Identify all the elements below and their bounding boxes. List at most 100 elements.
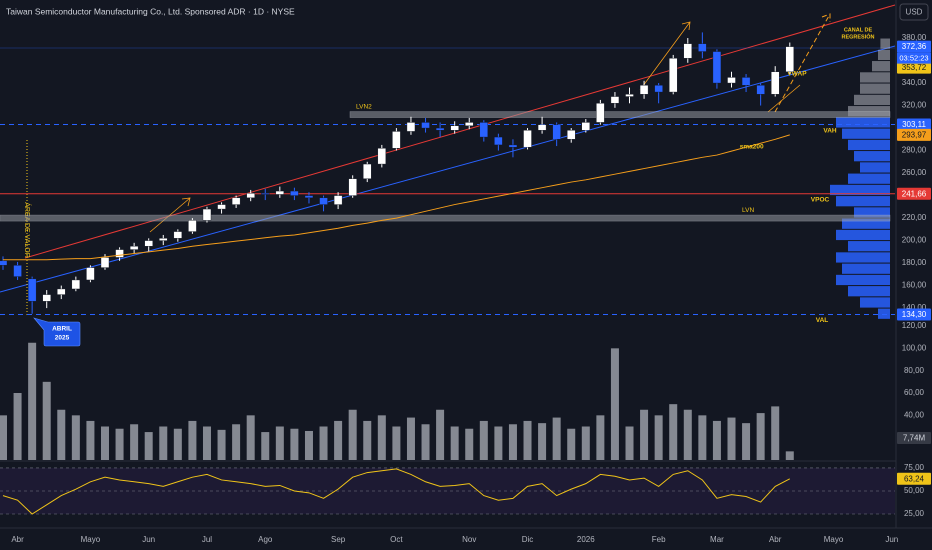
volume-bar bbox=[552, 417, 561, 460]
candle-body bbox=[756, 85, 765, 95]
currency[interactable]: USD bbox=[906, 8, 923, 17]
volume-profile-bar bbox=[836, 252, 890, 263]
y-tick-label: 280,00 bbox=[902, 146, 927, 155]
volume-bar bbox=[42, 381, 51, 460]
candle-body bbox=[159, 238, 168, 241]
volume-profile-bar bbox=[848, 286, 890, 297]
volume-bar bbox=[0, 415, 7, 460]
x-tick-label: Mayo bbox=[824, 535, 844, 544]
candle-body bbox=[144, 240, 153, 247]
candle-body bbox=[567, 130, 576, 140]
zone-label: LVN2 bbox=[356, 103, 372, 110]
candle-body bbox=[654, 85, 663, 93]
volume-profile-bar bbox=[842, 128, 890, 139]
overlay-name: sma200 bbox=[740, 144, 764, 151]
volume-bar bbox=[771, 406, 780, 460]
volume-profile-bar bbox=[842, 218, 890, 229]
last-price-label: 372,36 bbox=[902, 42, 927, 51]
x-tick-label: Mayo bbox=[81, 535, 101, 544]
volume-bar bbox=[712, 420, 721, 460]
candle-body bbox=[42, 294, 51, 302]
annotation: ABRIL bbox=[52, 326, 72, 333]
candle-body bbox=[523, 130, 532, 148]
candle-body bbox=[465, 122, 474, 127]
volume-profile-bar bbox=[878, 49, 890, 61]
volume-profile-bar bbox=[848, 173, 890, 184]
volume-bar bbox=[57, 409, 66, 460]
volume-profile-bar bbox=[854, 151, 890, 162]
candle-body bbox=[494, 136, 503, 146]
candle-body bbox=[231, 197, 241, 205]
arrow bbox=[639, 21, 691, 91]
candle-body bbox=[27, 278, 37, 302]
level-label-box bbox=[897, 308, 931, 321]
volume-bar bbox=[450, 426, 459, 460]
zone-label: LVN bbox=[742, 207, 754, 214]
y-tick-label: 320,00 bbox=[902, 101, 927, 110]
volume-bar bbox=[421, 424, 430, 460]
y-tick-label: 160,00 bbox=[902, 281, 927, 290]
candle-body bbox=[290, 190, 299, 196]
volume-profile-bar bbox=[860, 72, 890, 83]
candle-body bbox=[537, 124, 547, 131]
x-tick-label: Mar bbox=[710, 535, 724, 544]
candle-body bbox=[100, 257, 110, 268]
candle-body bbox=[625, 94, 634, 97]
volume-bar bbox=[727, 417, 736, 460]
candle-body bbox=[698, 43, 707, 52]
candle-body bbox=[771, 71, 780, 95]
x-tick-label: 2026 bbox=[577, 535, 595, 544]
volume-profile-bar bbox=[848, 139, 890, 151]
volume-profile-bar bbox=[836, 196, 890, 207]
volume-bar bbox=[261, 432, 270, 460]
volume-bar bbox=[640, 409, 649, 460]
level-label: 241,66 bbox=[902, 189, 927, 198]
volume-profile-bar bbox=[836, 274, 890, 286]
candle-body bbox=[683, 43, 692, 59]
x-tick-label: Oct bbox=[390, 535, 403, 544]
volume-bar bbox=[275, 426, 284, 460]
candle-body bbox=[435, 127, 445, 131]
x-tick-label: Jun bbox=[142, 535, 155, 544]
x-tick-label: Jul bbox=[202, 535, 212, 544]
level-name: VAL bbox=[816, 317, 829, 324]
volume-bar bbox=[363, 420, 372, 460]
volume-bar bbox=[508, 424, 517, 460]
volume-bar bbox=[159, 426, 168, 460]
projection-arrow bbox=[774, 13, 831, 113]
volume-profile-bar bbox=[880, 38, 890, 49]
annotation: ÁREA DE VALOR bbox=[23, 202, 32, 258]
volume-bar bbox=[538, 423, 547, 460]
countdown-box bbox=[897, 52, 931, 64]
candle-body bbox=[421, 122, 430, 129]
candle-body bbox=[13, 265, 22, 277]
volume-profile-bar bbox=[830, 184, 890, 196]
candle-body bbox=[86, 267, 95, 281]
candle-body bbox=[115, 249, 124, 258]
y-tick-label: 50,00 bbox=[904, 486, 925, 495]
candle-body bbox=[202, 208, 212, 221]
volume-profile-bar bbox=[854, 207, 890, 218]
lvn-zone bbox=[0, 214, 891, 222]
level-label: 303,11 bbox=[902, 120, 926, 129]
volume-profile-bar bbox=[842, 263, 890, 274]
volume-bar bbox=[232, 424, 241, 460]
volume-bar bbox=[625, 426, 634, 460]
volume-bar bbox=[188, 420, 197, 460]
volume-profile-bar bbox=[836, 229, 890, 241]
candle-body bbox=[173, 231, 183, 239]
volume-bar bbox=[86, 420, 95, 460]
candle-body bbox=[727, 77, 736, 84]
candle-body bbox=[57, 288, 66, 295]
candle-body bbox=[581, 122, 590, 131]
level-name: VPOC bbox=[811, 196, 830, 203]
volume-profile-bar bbox=[836, 117, 890, 128]
volume-bar bbox=[319, 426, 328, 460]
candle-body bbox=[596, 103, 605, 123]
currency-box[interactable] bbox=[899, 3, 929, 21]
volume-bar bbox=[785, 451, 794, 460]
level-name: VWAP bbox=[787, 70, 807, 77]
volume-profile-bar bbox=[878, 308, 890, 319]
volume-bar bbox=[683, 409, 692, 460]
volume-bar bbox=[596, 415, 605, 460]
